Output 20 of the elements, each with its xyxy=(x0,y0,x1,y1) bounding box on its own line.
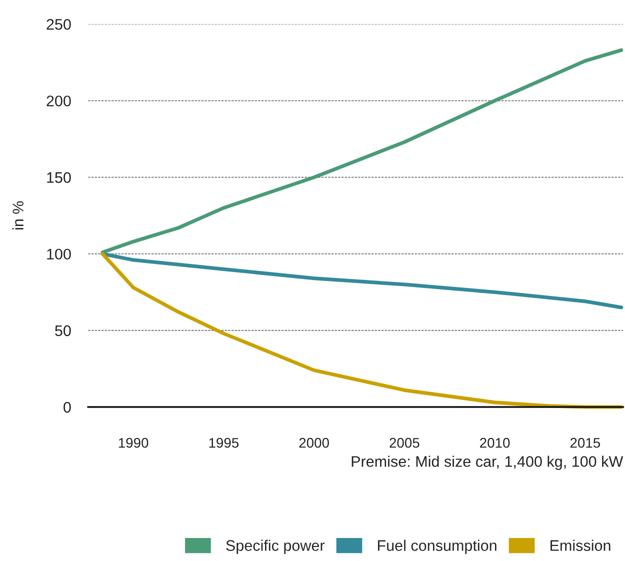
line-series xyxy=(100,48,624,254)
legend-label: Fuel consumption xyxy=(378,540,496,554)
x-tick-label: 1990 xyxy=(118,438,148,448)
y-tick-label: 100 xyxy=(47,248,71,260)
x-tick-label: 2000 xyxy=(299,438,329,448)
y-axis-title: in % xyxy=(12,201,24,230)
x-tick-label: 2015 xyxy=(570,438,600,448)
x-tick-label: 2010 xyxy=(480,438,510,448)
y-tick-label: 250 xyxy=(46,18,71,30)
y-tick-label: 0 xyxy=(64,402,71,413)
y-tick-label: 200 xyxy=(46,96,71,106)
line-series xyxy=(100,252,624,310)
legend-label: Specific power xyxy=(226,540,325,554)
line-series xyxy=(100,252,624,409)
x-tick-label: 1995 xyxy=(209,438,239,448)
x-tick-label: 2005 xyxy=(390,438,420,448)
y-tick-label: 50 xyxy=(55,325,71,336)
legend-label: Emission xyxy=(550,540,610,551)
text: Premise: Mid size car, 1,400 kg, 100 kW xyxy=(352,456,624,470)
y-tick-label: 150 xyxy=(47,172,71,183)
